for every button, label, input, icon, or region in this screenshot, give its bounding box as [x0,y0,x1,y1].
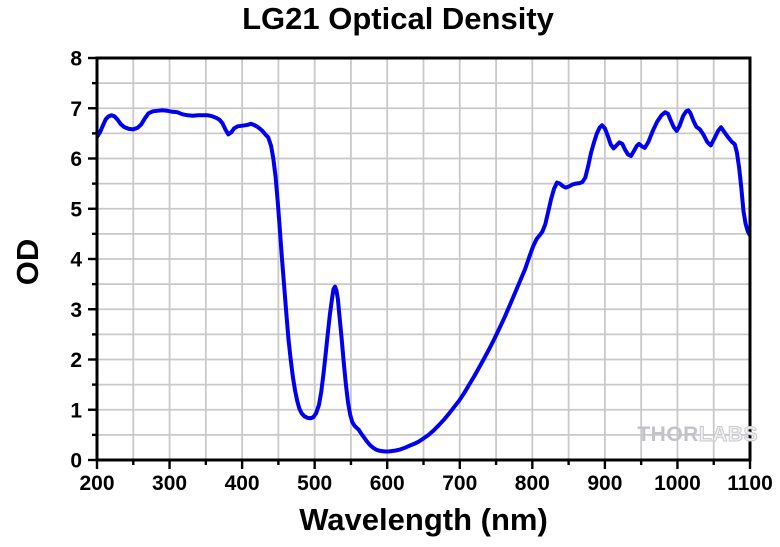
y-tick-label: 5 [70,198,82,221]
x-tick-label: 1000 [654,472,701,495]
x-tick-label: 700 [442,472,477,495]
y-tick-label: 7 [70,98,82,121]
y-axis-title: OD [10,238,45,286]
y-tick-label: 3 [70,299,82,322]
chart-title: LG21 Optical Density [242,1,554,36]
x-tick-label: 600 [370,472,405,495]
x-tick-label: 200 [79,472,114,495]
watermark-labs: LABS [698,423,758,447]
x-tick-label: 300 [152,472,187,495]
x-tick-label: 500 [297,472,332,495]
y-tick-label: 6 [70,148,82,171]
od-curve [97,108,750,454]
x-axis-title: Wavelength (nm) [299,502,548,537]
x-tick-label: 400 [225,472,260,495]
y-tick-label: 4 [70,249,82,272]
axis-ticks [88,56,752,469]
thorlabs-watermark: THORLABS [637,423,758,447]
y-tick-labels: 0 1 2 3 4 5 6 7 8 [70,48,82,473]
x-tick-labels: 200 300 400 500 600 700 800 900 1000 1100 [79,472,772,495]
y-tick-label: 8 [70,48,82,71]
watermark-thor: THOR [637,423,699,446]
y-tick-label: 1 [70,399,82,422]
x-tick-label: 900 [587,472,622,495]
x-tick-label: 800 [515,472,550,495]
y-tick-label: 2 [70,349,82,372]
x-tick-label: 1100 [727,472,773,495]
plot-gridlines [97,58,750,460]
y-tick-label: 0 [70,450,82,473]
